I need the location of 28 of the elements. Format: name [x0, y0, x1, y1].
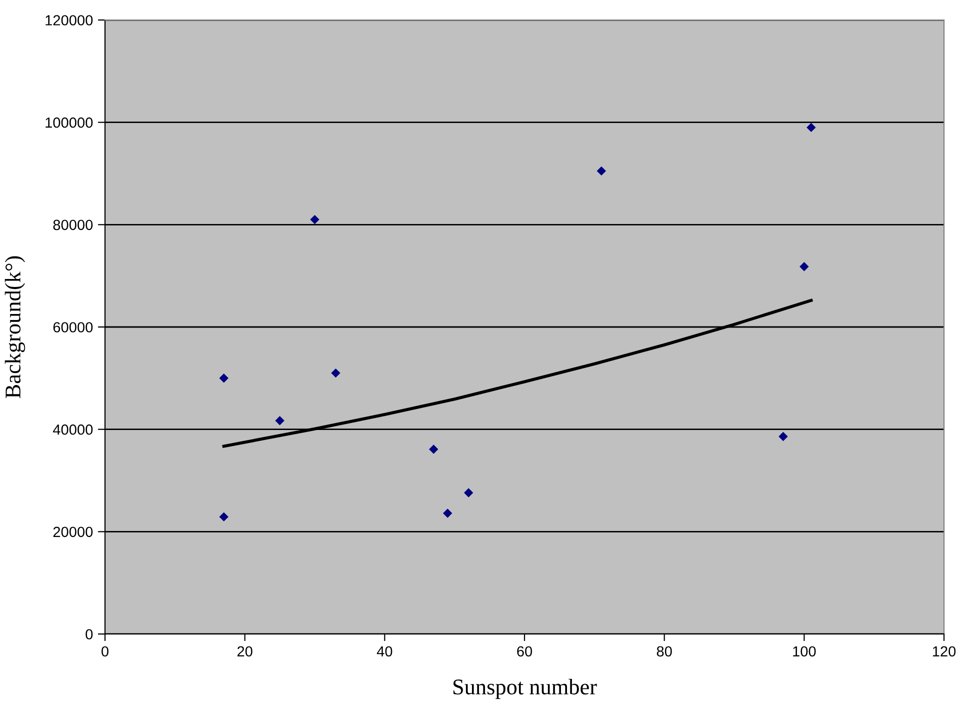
point: [331, 368, 340, 378]
x-tick-label: 40: [376, 646, 392, 657]
x-tick-label: 100: [793, 646, 816, 657]
point: [800, 262, 809, 272]
y-tick-label: 40000: [52, 424, 93, 435]
x-tick-label: 20: [237, 646, 252, 657]
point: [219, 374, 228, 383]
point: [429, 444, 438, 454]
point: [275, 416, 284, 426]
x-axis-title: Sunspot number: [453, 678, 597, 699]
y-tick-label: 100000: [46, 117, 93, 128]
point: [806, 122, 816, 132]
x-tick-label: 60: [517, 646, 532, 657]
point: [464, 488, 474, 498]
point: [596, 166, 606, 176]
x-tick-label: 80: [656, 646, 672, 657]
y-tick-label: 80000: [53, 220, 93, 230]
x-tick-label: 120: [932, 646, 956, 657]
y-tick-label: 120000: [46, 15, 93, 26]
x-tick-label: 0: [102, 646, 108, 657]
point: [310, 214, 320, 224]
y-tick-label: 60000: [53, 322, 93, 332]
y-tick-label: 0: [86, 629, 93, 640]
point: [442, 508, 452, 518]
point: [219, 512, 228, 522]
y-axis-title: Background(k°): [4, 256, 26, 398]
y-tick-label: 20000: [53, 526, 93, 538]
point: [778, 432, 788, 442]
